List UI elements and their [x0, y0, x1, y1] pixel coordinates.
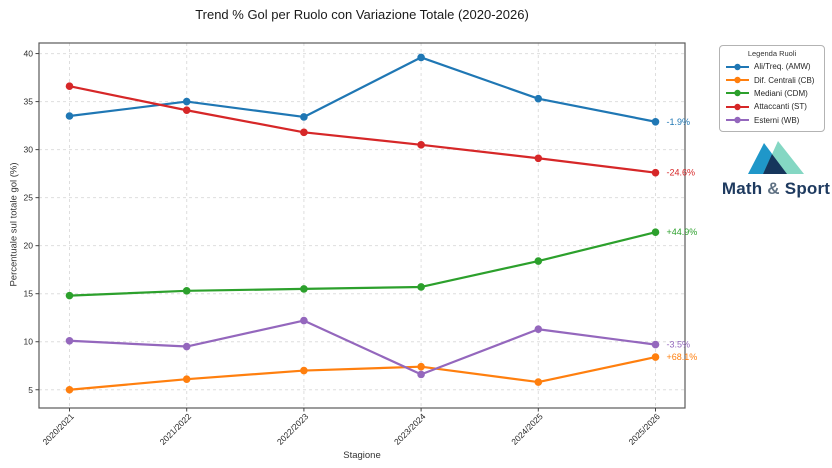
series-line: [68, 231, 657, 297]
x-tick-label: 2021/2022: [158, 411, 194, 447]
chart-title: Trend % Gol per Ruolo con Variazione Tot…: [195, 7, 529, 22]
data-point: [300, 285, 308, 293]
x-tick-label: 2022/2023: [275, 411, 311, 447]
data-point: [417, 362, 425, 371]
data-point: [651, 340, 660, 349]
data-point: [534, 378, 543, 386]
legend-line-marker-icon: [726, 103, 749, 111]
data-point: [651, 117, 660, 126]
data-point: [65, 336, 74, 345]
data-point: [182, 287, 191, 295]
data-point: [65, 385, 74, 394]
series-line: [68, 56, 657, 123]
data-point: [534, 94, 543, 103]
y-tick-label: 40: [24, 49, 34, 59]
legend-item: Mediani (CDM): [725, 87, 819, 100]
y-tick-label: 35: [24, 97, 34, 107]
series-line: [68, 319, 657, 376]
y-tick-label: 30: [24, 145, 34, 155]
legend-line-marker-icon: [726, 117, 749, 124]
logo-text: Math & Sport: [722, 179, 830, 198]
variation-annotation: -24.6%: [667, 168, 696, 178]
data-point: [417, 141, 425, 149]
y-tick-label: 5: [28, 385, 33, 395]
variation-annotation: -3.5%: [667, 340, 691, 350]
legend-items: Ali/Treq. (AMW) Dif. Centrali (CB) Mediani…: [725, 60, 819, 127]
data-point: [182, 375, 191, 383]
x-tick-label: 2020/2021: [40, 411, 76, 447]
mathsport-logo: Math & Sport: [722, 141, 830, 198]
data-point: [300, 366, 308, 375]
logo-text-amp: &: [767, 179, 779, 198]
data-point: [65, 112, 74, 120]
data-point: [417, 53, 425, 62]
legend-line-marker-icon: [726, 90, 749, 97]
x-tick-label: 2025/2026: [626, 411, 662, 447]
data-point: [300, 316, 308, 325]
data-point: [651, 168, 660, 177]
y-tick-label: 20: [24, 241, 34, 251]
data-point: [651, 228, 660, 237]
logo-text-sport: Sport: [785, 179, 831, 198]
x-tick-label: 2023/2024: [392, 411, 428, 447]
data-point: [65, 82, 74, 91]
legend-item-label: Attaccanti (ST): [754, 102, 807, 112]
legend-title: Legenda Ruoli: [747, 49, 797, 58]
legend-item-label: Esterni (WB): [754, 115, 800, 125]
series-line: [68, 355, 657, 391]
legend-box: Legenda Ruoli Ali/Treq. (AMW) Dif. Centra…: [719, 45, 825, 132]
data-point: [534, 154, 543, 163]
legend-line-marker-icon: [726, 63, 749, 70]
legend-item-label: Ali/Treq. (AMW): [754, 62, 811, 72]
variation-annotation: +68.1%: [667, 352, 698, 362]
legend-item-label: Dif. Centrali (CB): [754, 75, 815, 85]
y-axis-label: Percentuale sul totale gol (%): [8, 162, 20, 287]
variation-annotation: -1.9%: [667, 117, 691, 127]
logo-text-math: Math: [722, 179, 762, 198]
data-point: [182, 106, 191, 115]
legend-line-marker-icon: [726, 76, 749, 84]
legend-item: Esterni (WB): [725, 114, 819, 127]
data-point: [182, 342, 191, 351]
x-tick-label: 2024/2025: [509, 411, 545, 447]
data-point: [651, 353, 660, 361]
data-point: [300, 128, 308, 137]
data-point: [534, 325, 543, 334]
data-point: [534, 257, 543, 265]
data-point: [300, 113, 308, 121]
y-tick-label: 25: [24, 193, 34, 203]
variation-annotation: +44.9%: [667, 227, 698, 237]
y-tick-label: 15: [24, 289, 34, 299]
logo-mountain-overlap-icon: [763, 154, 787, 174]
legend-item: Ali/Treq. (AMW): [725, 60, 819, 73]
data-point: [417, 283, 425, 291]
x-axis-label: Stagione: [343, 450, 381, 461]
legend-item-label: Mediani (CDM): [754, 88, 808, 98]
data-point: [417, 370, 425, 379]
y-tick-label: 10: [24, 337, 34, 347]
series-line: [68, 85, 657, 174]
data-point: [65, 291, 74, 300]
data-point: [182, 97, 191, 106]
legend-item: Attaccanti (ST): [725, 100, 819, 113]
legend-item: Dif. Centrali (CB): [725, 73, 819, 86]
plot-border: [38, 42, 686, 409]
